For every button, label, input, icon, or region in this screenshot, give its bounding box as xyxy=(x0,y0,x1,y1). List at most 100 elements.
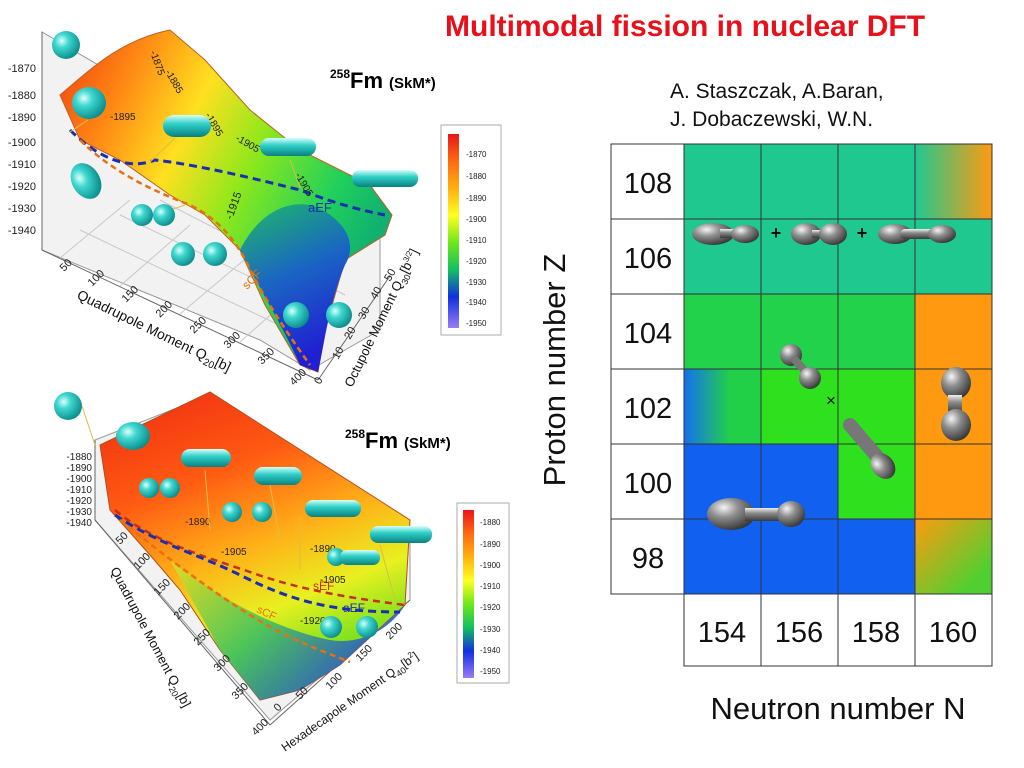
top-colorbar-tick: -1870 xyxy=(466,150,487,159)
grid-cell xyxy=(915,519,992,594)
bottom-contour-label: -1890 xyxy=(185,517,211,528)
bottom-z-tick: -1900 xyxy=(66,474,92,485)
top-x-tick: 300 xyxy=(222,330,243,351)
grid-cell xyxy=(684,369,761,444)
bottom-aEF-label: aEF xyxy=(343,601,365,615)
bottom-colorbar-tick: -1890 xyxy=(480,540,501,549)
bottom-colorbar-tick: -1900 xyxy=(480,561,501,570)
top-y-tick: 10 xyxy=(330,345,347,362)
top-y-axis-line xyxy=(317,275,391,381)
bottom-elongated-shape xyxy=(181,449,231,467)
bottom-z-tick: -1920 xyxy=(66,496,92,507)
grid-cell xyxy=(684,519,915,594)
bottom-contour-label: -1890 xyxy=(310,544,336,555)
proton-number-label: 100 xyxy=(624,468,672,500)
top-x-axis-line xyxy=(41,249,319,381)
top-elongated-shape xyxy=(260,138,316,156)
cross-mark: × xyxy=(826,391,836,410)
top-colorbar-tick: -1940 xyxy=(466,298,487,307)
neutron-number-label: 158 xyxy=(852,617,900,649)
top-y-tick: 30 xyxy=(356,305,373,322)
slide-title: Multimodal fission in nuclear DFT xyxy=(445,10,926,43)
bottom-elongated-shape xyxy=(254,467,302,485)
top-aEF-label: aEF xyxy=(308,200,332,215)
grey-asym-shape xyxy=(692,223,759,245)
top-sphere-shape xyxy=(52,31,80,59)
top-z-tick: -1910 xyxy=(8,159,36,171)
bottom-colorbar-tick: -1950 xyxy=(480,667,501,676)
top-y-tick: 0 xyxy=(312,375,325,386)
proton-number-label: 106 xyxy=(624,243,672,275)
top-z-tick: -1880 xyxy=(8,90,36,102)
top-colorbar-tick: -1890 xyxy=(466,194,487,203)
neutron-axis-title: Neutron number N xyxy=(710,691,965,726)
grey-fission-shape xyxy=(707,498,805,530)
bottom-asym-shape xyxy=(327,548,380,566)
bottom-x-axis-line xyxy=(94,519,271,726)
top-z-tick: -1900 xyxy=(8,137,36,149)
proton-number-label: 98 xyxy=(632,543,664,575)
top-z-tick: -1890 xyxy=(8,112,36,124)
top-prolate-shape xyxy=(70,163,102,199)
top-y-tick: 50 xyxy=(382,267,399,284)
proton-number-label: 102 xyxy=(624,393,672,425)
top-z-tick: -1920 xyxy=(8,181,36,193)
top-z-tick: -1870 xyxy=(8,63,36,75)
grey-elongated-diagonal-shape xyxy=(843,418,896,479)
top-colorbar-tick: -1880 xyxy=(466,172,487,181)
proton-number-label: 108 xyxy=(624,168,672,200)
authors-line-1: A. Staszczak, A.Baran, xyxy=(670,80,884,103)
bottom-aEF-path xyxy=(114,513,401,614)
bottom-sphere-shape xyxy=(54,392,82,420)
bottom-elongated-shape xyxy=(370,526,432,543)
bottom-z-tick: -1890 xyxy=(66,463,92,474)
bottom-colorbar-tick: -1910 xyxy=(480,582,501,591)
bottom-surface-plot: -1890 -1905 -1890 -1905 -1920 sEF aEF sC… xyxy=(54,391,510,754)
bottom-necked-shape xyxy=(139,478,180,498)
bottom-elongated-shape xyxy=(305,500,361,517)
top-y-tick: 40 xyxy=(368,285,385,302)
bottom-colorbar-tick: -1880 xyxy=(480,518,501,527)
bottom-sEF-label: sEF xyxy=(313,579,334,593)
grey-elongated-shape xyxy=(878,224,956,244)
authors-line-2: J. Dobaczewski, W.N. xyxy=(670,108,874,131)
grid-cell xyxy=(915,444,992,519)
bottom-z-tick: -1880 xyxy=(66,452,92,463)
grid-cell xyxy=(684,144,915,219)
bottom-z-tick: -1930 xyxy=(66,507,92,518)
top-colorbar-tick: -1930 xyxy=(466,278,487,287)
grid-cell xyxy=(915,144,992,219)
bottom-colorbar xyxy=(463,510,474,678)
bottom-z-tick: -1940 xyxy=(66,518,92,529)
top-colorbar-tick: -1910 xyxy=(466,236,487,245)
bottom-x-tick: 400 xyxy=(250,717,271,738)
bottom-nucleus-label: 258Fm (SkM*) xyxy=(345,427,451,453)
proton-axis-title: Proton number Z xyxy=(537,254,572,487)
top-colorbar-tick: -1920 xyxy=(466,257,487,266)
bottom-sCF-valley xyxy=(170,560,405,700)
top-elongated-shape xyxy=(163,115,211,137)
proton-number-label: 104 xyxy=(624,318,672,350)
bottom-colorbar-tick: -1940 xyxy=(480,646,501,655)
bottom-z-tick: -1910 xyxy=(66,485,92,496)
top-surface-plot: -1875 -1885 -1895 -1895 -1905 -1905 -191… xyxy=(8,29,502,389)
neutron-number-label: 154 xyxy=(698,617,746,649)
bottom-contour-label: -1905 xyxy=(320,575,346,586)
bottom-sEF-path xyxy=(114,509,406,607)
top-colorbar-tick: -1950 xyxy=(466,319,487,328)
bottom-contour-label: -1920 xyxy=(300,616,326,627)
bottom-oblate-shape xyxy=(116,422,150,450)
top-z-tick: -1930 xyxy=(8,203,36,215)
top-y-tick: 20 xyxy=(342,325,359,342)
bottom-colorbar-tick: -1930 xyxy=(480,625,501,634)
plus-sign: + xyxy=(771,223,782,243)
grey-sym-shape xyxy=(791,223,847,245)
top-colorbar-tick: -1900 xyxy=(466,215,487,224)
neutron-number-label: 160 xyxy=(929,617,977,649)
top-oblate-shape xyxy=(72,87,106,119)
grid-cell xyxy=(915,294,992,369)
top-scission-shape xyxy=(283,302,352,328)
bottom-colorbar-tick: -1920 xyxy=(480,603,501,612)
top-x-tick: 400 xyxy=(288,367,309,388)
